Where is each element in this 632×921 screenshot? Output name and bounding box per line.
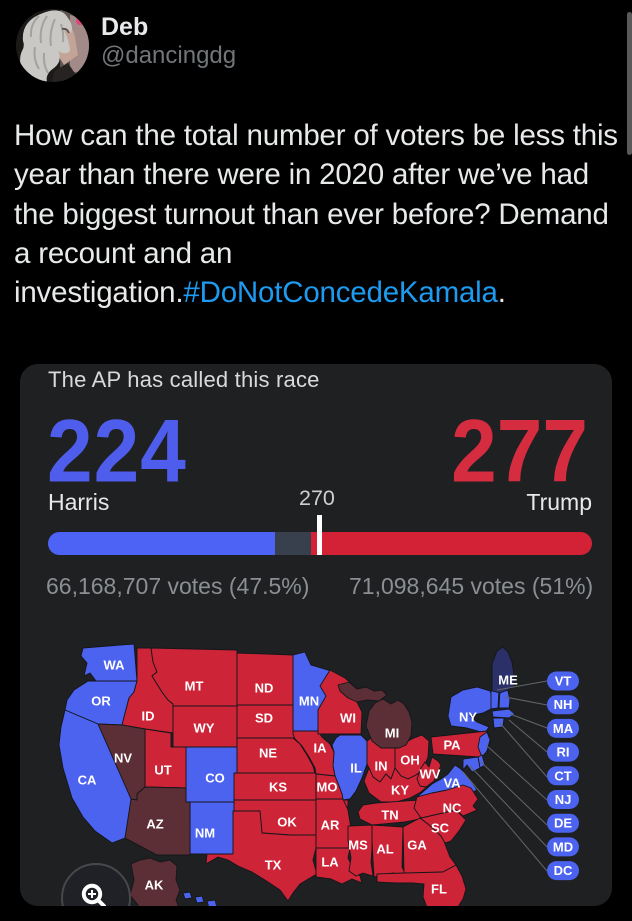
svg-text:ND: ND	[255, 681, 274, 696]
svg-text:AR: AR	[321, 818, 340, 833]
svg-text:MD: MD	[553, 839, 573, 854]
svg-text:ME: ME	[498, 673, 518, 688]
svg-text:WI: WI	[340, 711, 356, 726]
svg-text:MI: MI	[385, 726, 399, 741]
svg-text:UT: UT	[154, 763, 171, 778]
svg-text:NY: NY	[459, 710, 477, 725]
svg-text:MT: MT	[185, 679, 204, 694]
svg-text:MA: MA	[553, 721, 574, 736]
svg-text:SD: SD	[255, 711, 273, 726]
svg-text:WA: WA	[104, 658, 126, 673]
svg-text:NH: NH	[554, 697, 573, 712]
svg-text:AL: AL	[376, 842, 393, 857]
svg-text:OK: OK	[277, 815, 297, 830]
svg-text:MN: MN	[299, 694, 319, 709]
svg-text:AK: AK	[145, 878, 164, 893]
svg-text:VA: VA	[443, 776, 461, 791]
svg-text:FL: FL	[431, 882, 447, 897]
svg-text:IL: IL	[350, 761, 362, 776]
svg-text:CT: CT	[554, 768, 571, 783]
svg-text:VT: VT	[555, 674, 572, 689]
svg-text:KY: KY	[391, 783, 409, 798]
svg-text:NJ: NJ	[555, 792, 572, 807]
svg-text:OH: OH	[400, 753, 420, 768]
svg-text:ID: ID	[142, 709, 155, 724]
svg-text:SC: SC	[431, 821, 450, 836]
svg-text:NV: NV	[114, 751, 132, 766]
svg-text:IA: IA	[314, 741, 328, 756]
svg-text:PA: PA	[443, 738, 461, 753]
svg-text:AZ: AZ	[146, 817, 163, 832]
svg-text:DE: DE	[554, 816, 572, 831]
svg-text:TN: TN	[381, 808, 398, 823]
svg-text:OR: OR	[91, 694, 111, 709]
svg-text:RI: RI	[557, 745, 570, 760]
svg-text:IN: IN	[375, 759, 388, 774]
svg-text:MS: MS	[348, 838, 368, 853]
svg-text:WV: WV	[420, 767, 441, 782]
svg-text:MO: MO	[317, 780, 338, 795]
svg-text:NC: NC	[443, 801, 462, 816]
svg-text:LA: LA	[321, 855, 339, 870]
svg-text:KS: KS	[269, 780, 287, 795]
svg-text:WY: WY	[194, 721, 215, 736]
svg-text:DC: DC	[554, 863, 573, 878]
svg-text:TX: TX	[265, 858, 282, 873]
svg-text:NM: NM	[195, 826, 215, 841]
svg-text:CO: CO	[205, 771, 225, 786]
svg-text:NE: NE	[259, 746, 277, 761]
svg-text:CA: CA	[78, 773, 97, 788]
svg-text:GA: GA	[407, 838, 427, 853]
